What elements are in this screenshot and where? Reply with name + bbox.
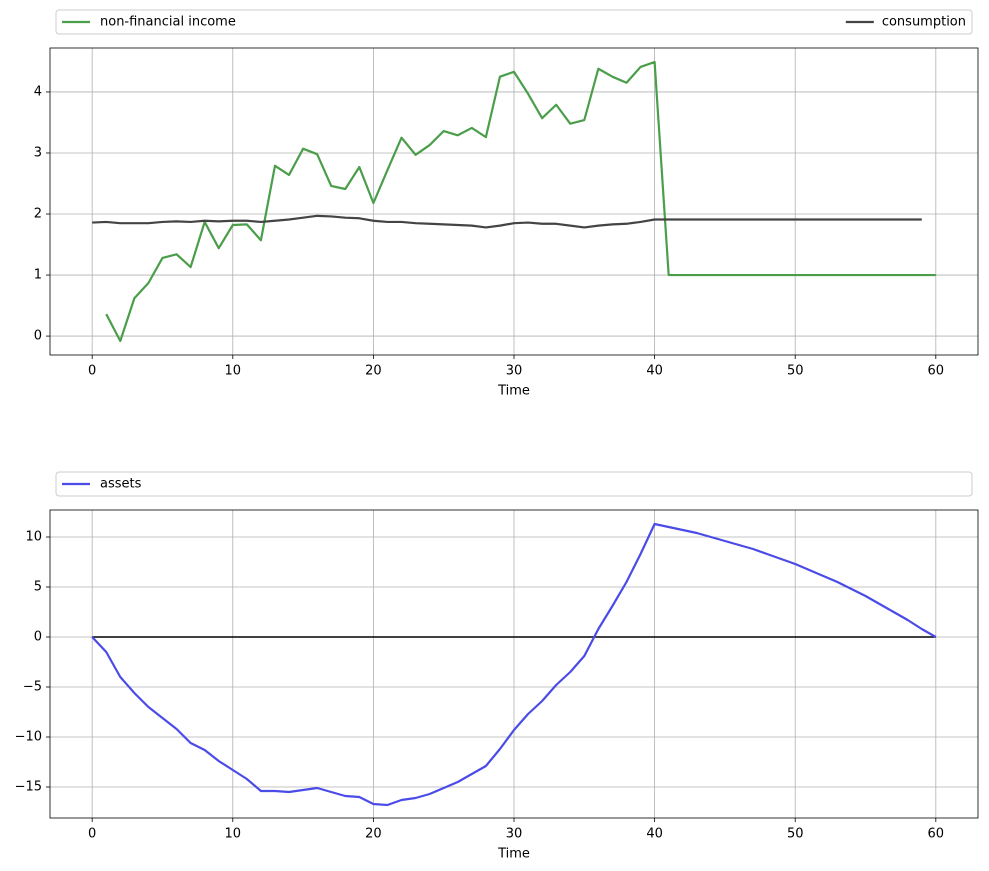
y-tick-label: 5: [34, 580, 42, 595]
x-axis-label: Time: [497, 847, 530, 862]
legend: assets: [55, 471, 973, 497]
y-tick-label: −5: [23, 680, 42, 695]
x-tick-label: 0: [88, 827, 96, 842]
y-tick-label: 2: [34, 207, 42, 222]
legend-label: assets: [100, 477, 142, 492]
axes-frame: [49, 509, 979, 819]
y-tick-label: 1: [34, 268, 42, 283]
x-tick-label: 20: [365, 364, 382, 379]
legend-box: [55, 9, 973, 35]
y-tick-label: 0: [34, 630, 42, 645]
x-tick-label: 0: [88, 364, 96, 379]
y-tick-label: 0: [34, 329, 42, 344]
x-tick-label: 30: [506, 364, 523, 379]
y-tick-label: −10: [15, 730, 42, 745]
legend-label: non-financial income: [100, 15, 236, 30]
legend-box: [55, 471, 973, 497]
x-tick-label: 60: [928, 827, 945, 842]
y-tick-label: −15: [15, 780, 42, 795]
x-tick-label: 10: [225, 827, 242, 842]
series-line: [92, 214, 922, 229]
y-tick-label: 4: [34, 84, 42, 99]
x-tick-label: 10: [225, 364, 242, 379]
series-line: [91, 522, 937, 807]
axes-frame: [49, 47, 979, 356]
x-tick-label: 40: [646, 827, 663, 842]
y-tick-label: 10: [25, 530, 42, 545]
x-tick-label: 60: [928, 364, 945, 379]
subplot: 0 10 20 30 40 50 60 0 1 2 3 4 Time non-financial inco…: [34, 9, 979, 399]
legend-label: consumption: [882, 15, 966, 30]
subplot: 0 10 20 30 40 50 60 −15 −10 −5 0 5 10 Time assets: [15, 471, 979, 862]
legend: non-financial income consumption: [55, 9, 973, 35]
y-tick-label: 3: [34, 145, 42, 160]
series-line: [105, 60, 936, 343]
x-tick-label: 30: [506, 827, 523, 842]
x-axis-label: Time: [497, 384, 530, 399]
x-tick-label: 50: [787, 827, 804, 842]
x-tick-label: 20: [365, 827, 382, 842]
x-tick-label: 40: [646, 364, 663, 379]
x-tick-label: 50: [787, 364, 804, 379]
